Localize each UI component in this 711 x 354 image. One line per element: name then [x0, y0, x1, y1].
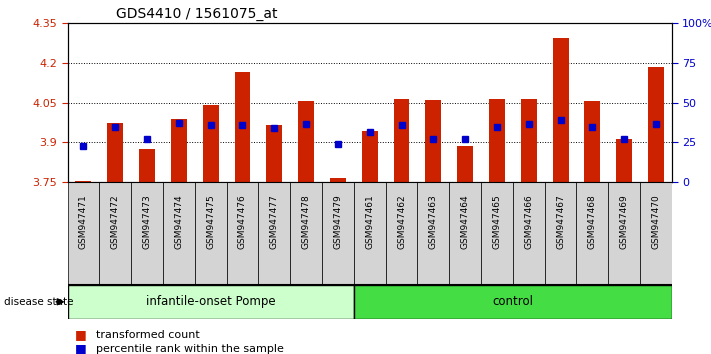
Text: GSM947470: GSM947470: [651, 195, 661, 249]
Text: GSM947464: GSM947464: [461, 195, 470, 249]
Bar: [227, 182, 258, 285]
Text: ■: ■: [75, 328, 87, 341]
Bar: [385, 182, 417, 285]
Bar: [616, 138, 632, 182]
Text: transformed count: transformed count: [96, 330, 200, 339]
Text: disease state: disease state: [4, 297, 73, 307]
Text: GSM947472: GSM947472: [111, 195, 119, 249]
Bar: [131, 182, 163, 285]
Text: GSM947463: GSM947463: [429, 195, 438, 249]
Text: GSM947466: GSM947466: [524, 195, 533, 249]
Text: control: control: [492, 295, 533, 308]
Bar: [489, 99, 505, 182]
Text: GSM947474: GSM947474: [174, 195, 183, 249]
Text: GSM947469: GSM947469: [620, 195, 629, 249]
Bar: [171, 119, 187, 182]
Bar: [195, 182, 227, 285]
Bar: [457, 147, 473, 182]
Bar: [163, 182, 195, 285]
Bar: [298, 101, 314, 182]
Bar: [267, 125, 282, 182]
Bar: [417, 182, 449, 285]
Text: GSM947477: GSM947477: [269, 195, 279, 249]
Text: GSM947475: GSM947475: [206, 195, 215, 249]
Bar: [362, 131, 378, 182]
Bar: [545, 182, 577, 285]
Text: GSM947461: GSM947461: [365, 195, 374, 249]
Text: GSM947479: GSM947479: [333, 195, 343, 249]
Bar: [425, 100, 442, 182]
Text: GSM947478: GSM947478: [301, 195, 311, 249]
Bar: [354, 182, 385, 285]
Bar: [513, 182, 545, 285]
Text: GSM947471: GSM947471: [79, 195, 88, 249]
Bar: [481, 182, 513, 285]
Text: ■: ■: [75, 342, 87, 354]
Bar: [584, 101, 600, 182]
Text: percentile rank within the sample: percentile rank within the sample: [96, 344, 284, 354]
Bar: [203, 105, 219, 182]
Bar: [107, 122, 123, 182]
Text: infantile-onset Pompe: infantile-onset Pompe: [146, 295, 275, 308]
Bar: [577, 182, 609, 285]
Text: GSM947476: GSM947476: [238, 195, 247, 249]
Bar: [648, 67, 664, 182]
Bar: [75, 181, 92, 182]
Text: GSM947462: GSM947462: [397, 195, 406, 249]
Bar: [330, 178, 346, 182]
Bar: [322, 182, 354, 285]
Bar: [521, 99, 537, 182]
Text: GSM947468: GSM947468: [588, 195, 597, 249]
Bar: [258, 182, 290, 285]
Bar: [640, 182, 672, 285]
Bar: [68, 285, 354, 319]
Bar: [394, 99, 410, 182]
Bar: [100, 182, 131, 285]
Text: GSM947467: GSM947467: [556, 195, 565, 249]
Bar: [449, 182, 481, 285]
Bar: [68, 182, 100, 285]
Text: GSM947465: GSM947465: [493, 195, 501, 249]
Bar: [290, 182, 322, 285]
Bar: [354, 285, 672, 319]
Text: GDS4410 / 1561075_at: GDS4410 / 1561075_at: [116, 7, 277, 21]
Text: GSM947473: GSM947473: [143, 195, 151, 249]
Bar: [235, 72, 250, 182]
Bar: [609, 182, 640, 285]
Bar: [552, 38, 569, 182]
Bar: [139, 149, 155, 182]
